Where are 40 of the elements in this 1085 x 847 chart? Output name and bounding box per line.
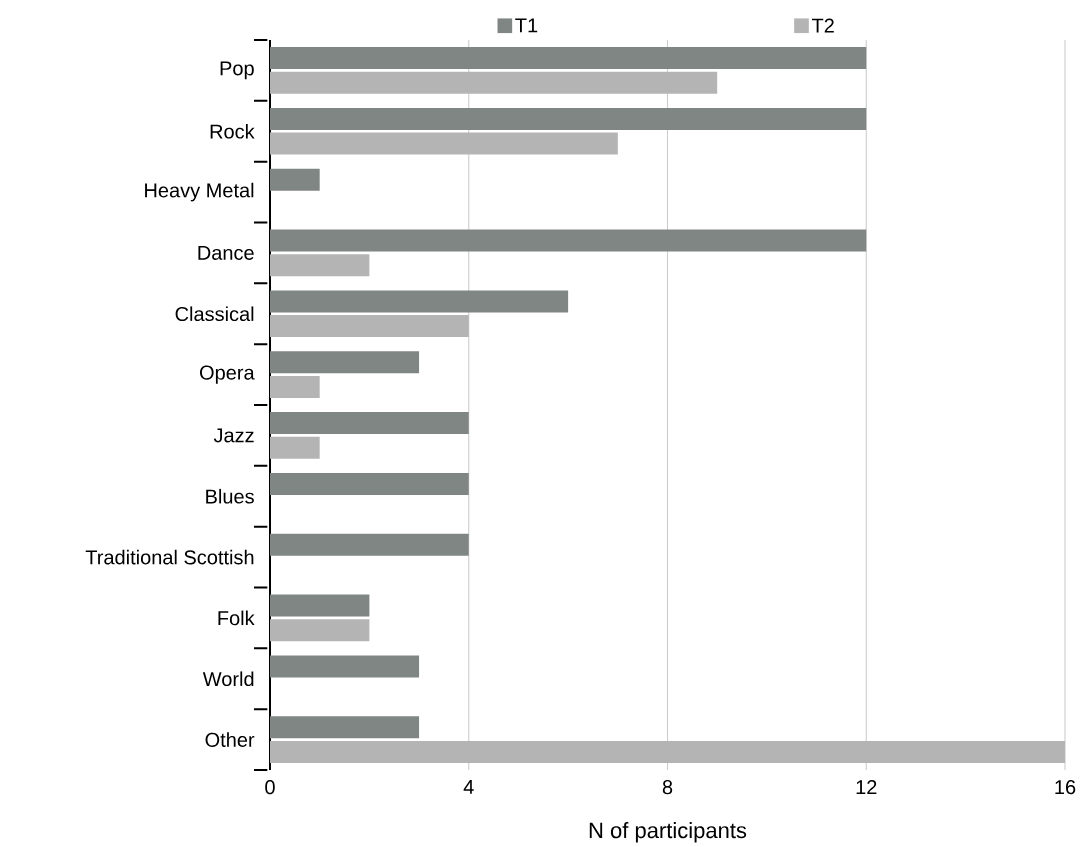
x-tick-label: 16	[1055, 780, 1076, 795]
bar	[270, 71, 718, 94]
bar	[270, 254, 370, 277]
x-tick-label: 8	[662, 780, 673, 795]
bar	[270, 412, 469, 435]
bar	[270, 472, 469, 495]
y-tick-label: Dance	[198, 245, 254, 260]
legend-label: T1	[515, 18, 538, 33]
y-tick-label: World	[202, 671, 254, 687]
x-tick-label: 4	[463, 780, 474, 794]
bar	[270, 351, 420, 374]
bar	[270, 229, 867, 252]
bar	[270, 168, 320, 191]
y-tick-label: Classical	[175, 306, 254, 322]
legend-label: T2	[811, 18, 834, 33]
y-tick-label: Opera	[199, 365, 255, 384]
bar	[270, 290, 569, 313]
bar	[270, 716, 420, 739]
x-axis-title: N of participants	[589, 822, 747, 843]
y-tick-label: Traditional Scottish	[85, 549, 254, 565]
y-tick-label: Folk	[218, 610, 255, 626]
bar	[270, 619, 370, 642]
x-tick-label: 0	[265, 780, 275, 795]
bar	[270, 436, 320, 459]
bar	[270, 740, 1065, 763]
y-tick-label: Pop	[220, 61, 254, 80]
bar	[270, 107, 867, 130]
bar	[270, 132, 618, 155]
y-tick-label: Rock	[210, 123, 255, 139]
y-tick-label: Jazz	[213, 428, 254, 443]
bar	[270, 655, 420, 678]
bar	[270, 375, 320, 398]
y-tick-label: Other	[205, 732, 255, 747]
bar	[270, 47, 867, 70]
bar	[270, 594, 370, 617]
y-tick-label: Heavy Metal	[145, 182, 254, 202]
bar	[270, 533, 469, 556]
x-tick-label: 12	[856, 780, 877, 795]
bar	[270, 315, 469, 338]
y-tick-label: Blues	[206, 488, 254, 504]
